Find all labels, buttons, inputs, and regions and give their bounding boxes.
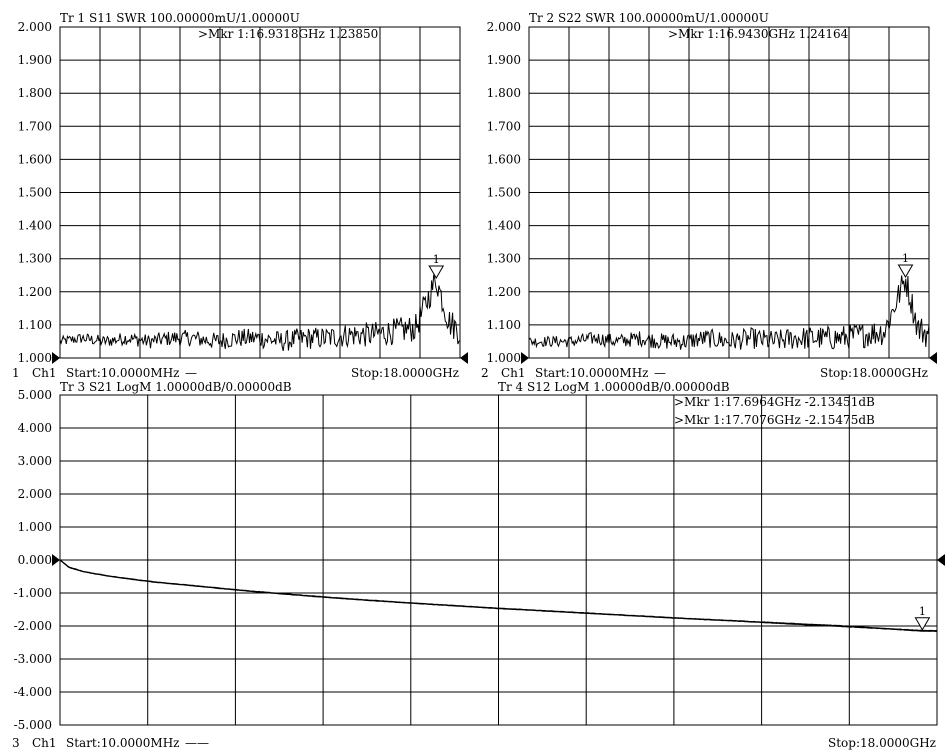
channel-label: Ch1 (32, 366, 57, 380)
y-tick-label: 2.000 (487, 20, 521, 34)
y-tick-label: 2.000 (18, 20, 52, 34)
channel-index: 1 (12, 366, 20, 380)
y-tick-label: 2.000 (18, 487, 52, 501)
marker-triangle (428, 265, 445, 280)
y-tick-label: -5.000 (14, 718, 52, 732)
y-tick-label: 1.400 (18, 219, 52, 233)
y-tick-label: 1.100 (487, 318, 521, 332)
y-tick-label: 1.900 (18, 53, 52, 67)
y-tick-label: 1.300 (487, 252, 521, 266)
panel-header-s21: Tr 3 S21 LogM 1.00000dB/0.00000dB (60, 380, 292, 394)
reference-level-marker-right (460, 352, 468, 364)
y-tick-label: 4.000 (18, 421, 52, 435)
panel-s22: Tr 2 S22 SWR 100.00000mU/1.00000U >Mkr 1… (481, 11, 937, 380)
marker-triangle (914, 617, 931, 631)
reference-level-marker-left (52, 554, 60, 566)
y-tick-label: 5.000 (18, 388, 52, 402)
trace-marks: —— (185, 736, 209, 750)
trace-line-1 (59, 274, 461, 352)
trace-marks: — (185, 366, 197, 380)
channel-index: 3 (12, 736, 20, 750)
trace-line-2 (59, 559, 937, 632)
y-tick-label: 1.100 (18, 318, 52, 332)
channel-label: Ch1 (501, 366, 526, 380)
marker-id: 1 (433, 253, 440, 266)
marker-readout-s22: >Mkr 1:16.9430GHz 1.24164 (668, 27, 849, 41)
panel-s11: Tr 1 S11 SWR 100.00000mU/1.00000U >Mkr 1… (12, 11, 468, 380)
trace-line-1 (528, 275, 930, 350)
y-tick-label: 1.400 (487, 219, 521, 233)
marker-id: 1 (902, 252, 909, 265)
y-tick-label: 1.300 (18, 252, 52, 266)
y-tick-label: 1.800 (18, 86, 52, 100)
reference-level-marker-left (521, 352, 529, 364)
y-tick-label: 1.600 (18, 152, 52, 166)
y-tick-label: 1.000 (18, 351, 52, 365)
y-tick-label: 1.500 (487, 186, 521, 200)
y-tick-label: 1.200 (487, 285, 521, 299)
marker-readout-s21: >Mkr 1:17.6964GHz -2.13451dB (674, 395, 875, 409)
stop-frequency-label: Stop:18.0000GHz (820, 366, 928, 380)
y-tick-label: 1.900 (487, 53, 521, 67)
y-tick-label: 1.700 (18, 119, 52, 133)
panel-header-s22: Tr 2 S22 SWR 100.00000mU/1.00000U (529, 11, 769, 25)
y-tick-label: 3.000 (18, 454, 52, 468)
y-tick-label: -1.000 (14, 586, 52, 600)
trace-marks: — (654, 366, 666, 380)
reference-level-marker-right (937, 554, 945, 566)
marker-readout-s11: >Mkr 1:16.9318GHz 1.23850 (198, 27, 378, 41)
y-tick-label: -2.000 (14, 619, 52, 633)
y-tick-label: 1.000 (487, 351, 521, 365)
y-tick-label: 1.600 (487, 152, 521, 166)
marker-readout-s12: >Mkr 1:17.7076GHz -2.15475dB (674, 413, 875, 427)
y-tick-label: -3.000 (14, 652, 52, 666)
reference-level-marker-left (52, 352, 60, 364)
y-tick-label: 1.000 (18, 520, 52, 534)
y-tick-label: 1.200 (18, 285, 52, 299)
channel-label: Ch1 (32, 736, 57, 750)
y-tick-label: 0.000 (18, 553, 52, 567)
y-tick-label: 1.500 (18, 186, 52, 200)
y-tick-label: 1.700 (487, 119, 521, 133)
reference-level-marker-right (929, 352, 937, 364)
channel-index: 2 (481, 366, 489, 380)
start-frequency-label: Start:10.0000MHz (66, 736, 180, 750)
y-tick-label: -4.000 (14, 685, 52, 699)
marker-id: 1 (919, 605, 926, 618)
start-frequency-label: Start:10.0000MHz (66, 366, 180, 380)
start-frequency-label: Start:10.0000MHz (535, 366, 649, 380)
stop-frequency-label: Stop:18.0000GHz (828, 736, 936, 750)
panel-header-s11: Tr 1 S11 SWR 100.00000mU/1.00000U (60, 11, 300, 25)
panel-s21-s12: Tr 3 S21 LogM 1.00000dB/0.00000dB Tr 4 S… (12, 380, 945, 750)
marker-triangle (897, 264, 914, 279)
y-tick-label: 1.800 (487, 86, 521, 100)
stop-frequency-label: Stop:18.0000GHz (351, 366, 459, 380)
panel-header-s12: Tr 4 S12 LogM 1.00000dB/0.00000dB (498, 380, 730, 394)
